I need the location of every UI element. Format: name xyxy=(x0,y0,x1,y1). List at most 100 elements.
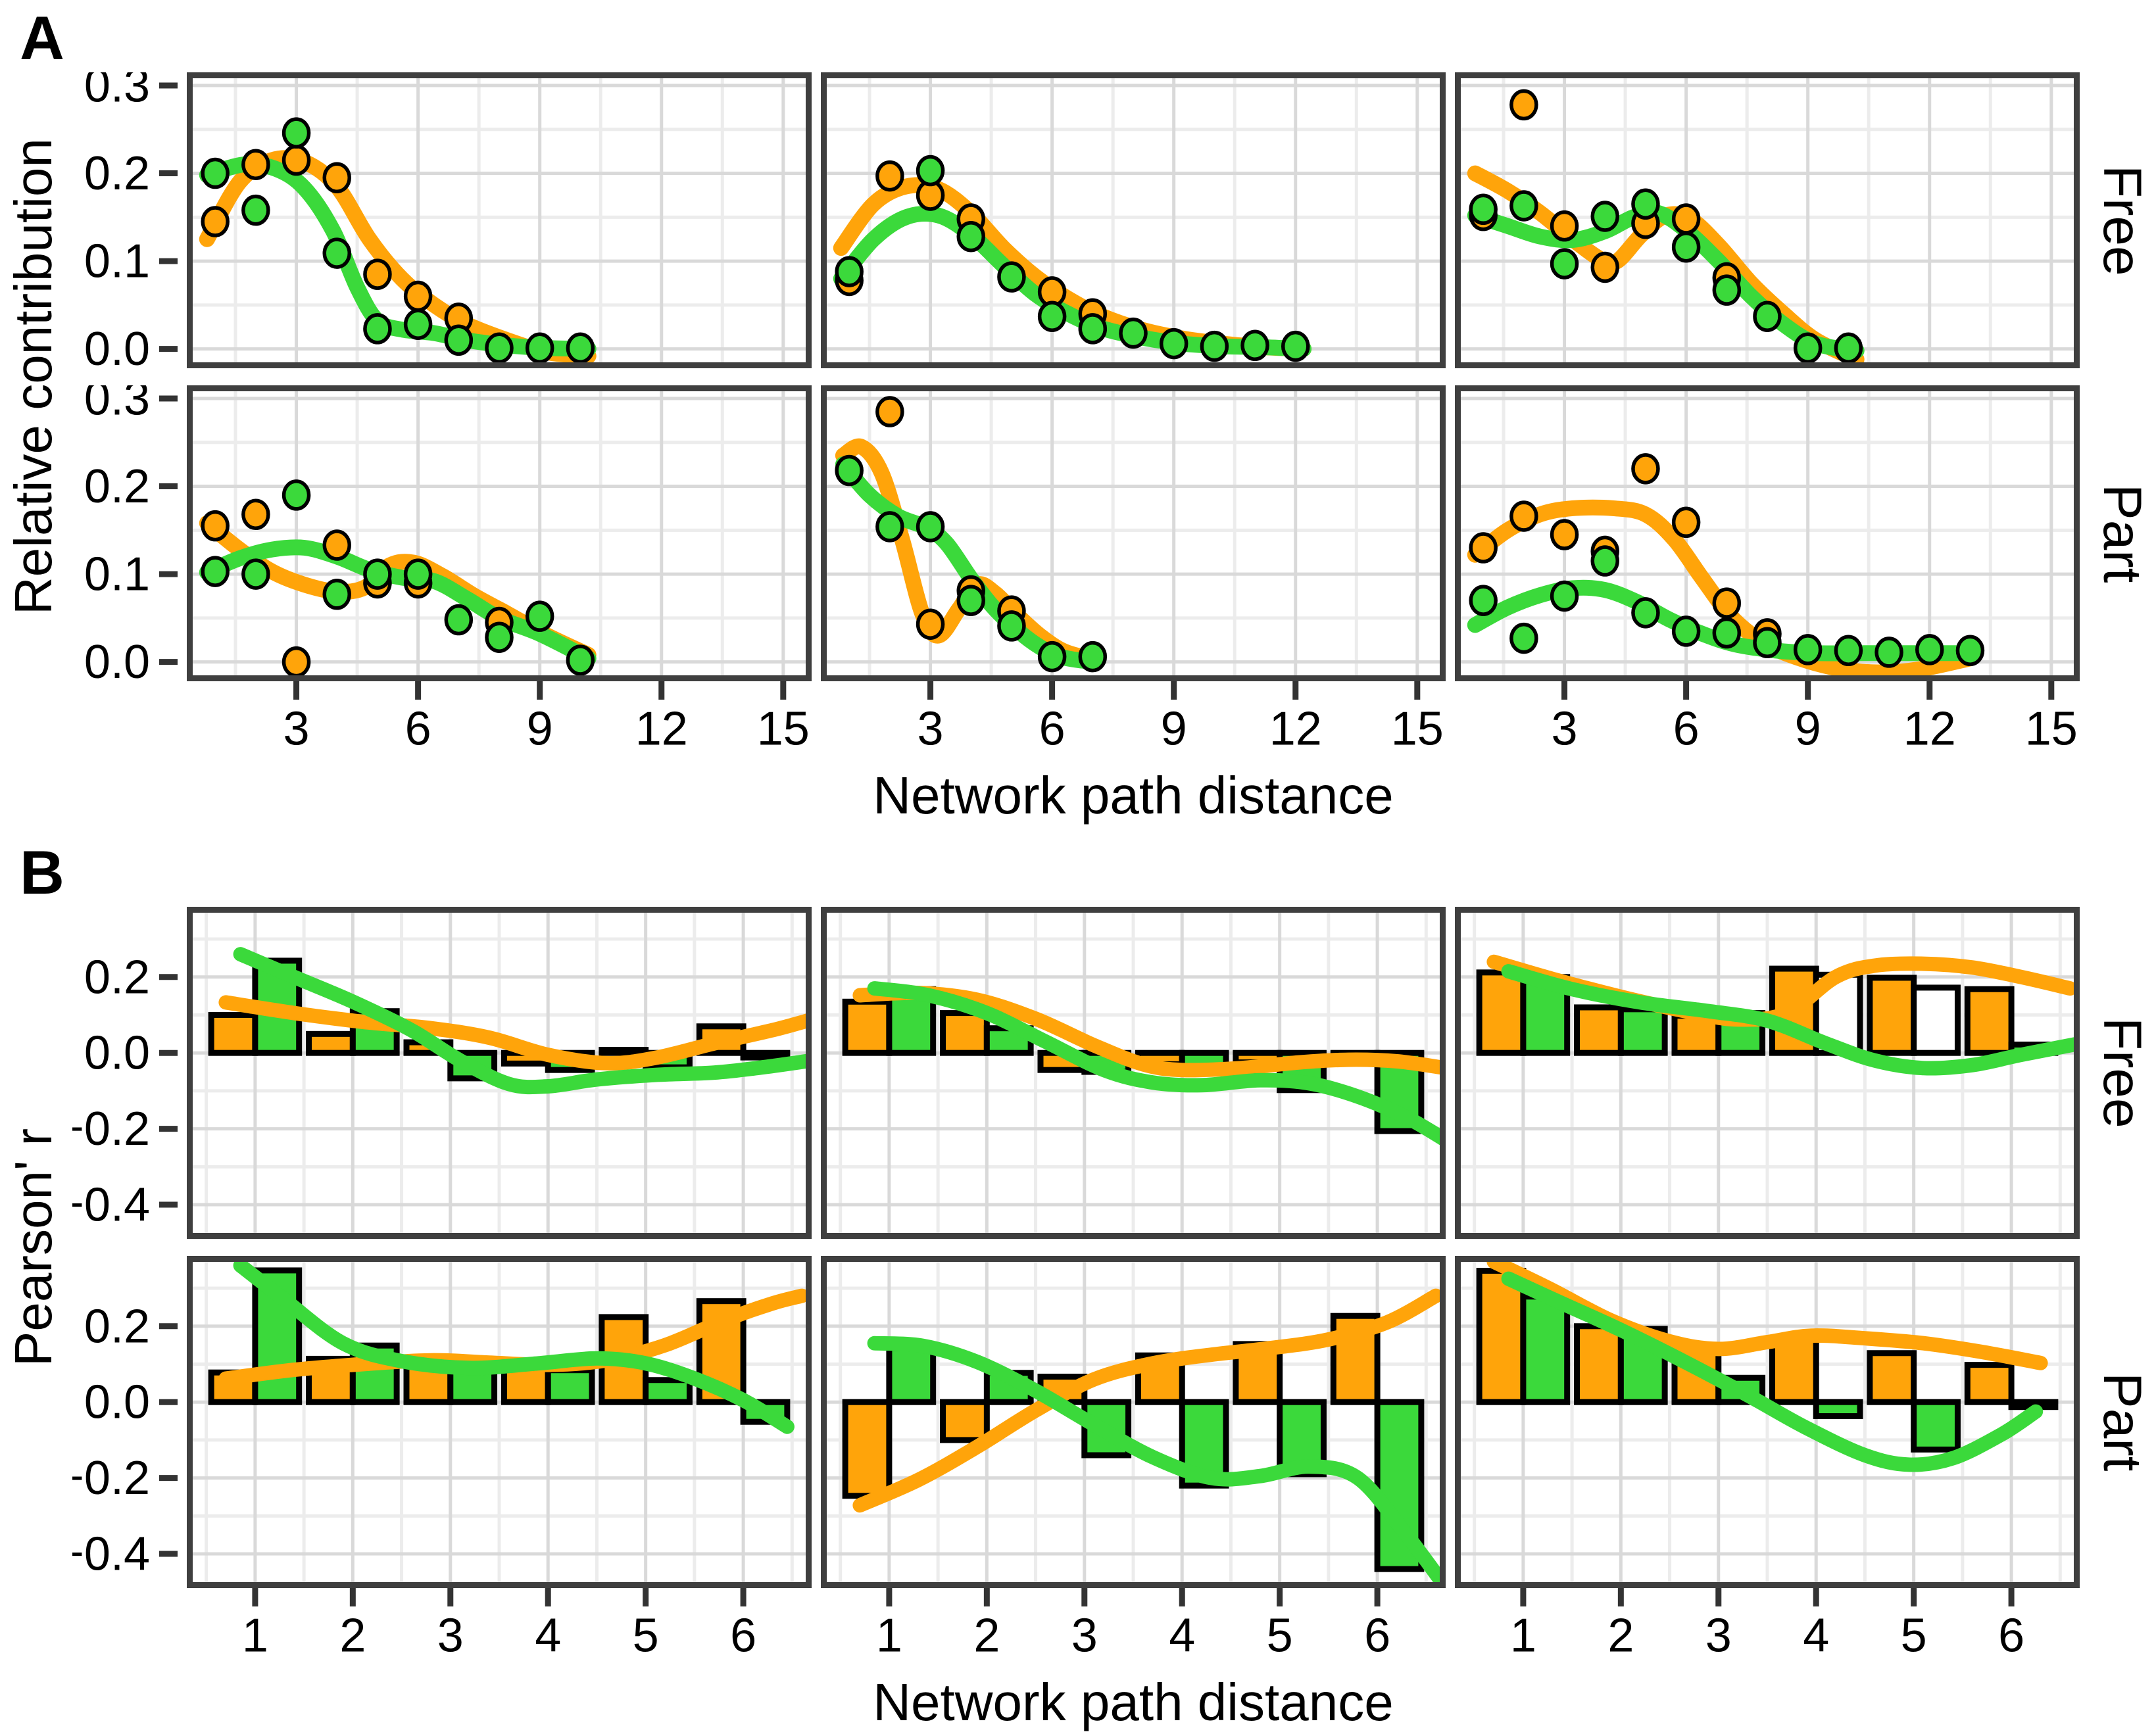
point-green xyxy=(1915,634,1944,665)
bar-green-x5 xyxy=(643,1377,693,1405)
point-green xyxy=(1509,622,1538,654)
y-tick-label: 0.2 xyxy=(84,951,150,1003)
y-axis-labels: 0.3 0.2 0.1 0.0 xyxy=(84,385,178,681)
point-green xyxy=(363,558,392,590)
b-plot-part-col2 xyxy=(821,1256,1446,1588)
green-smooth-curve xyxy=(1501,1271,2044,1472)
x-axis-labels: 3 6 9 12 15 xyxy=(1552,681,2078,755)
plot-cell xyxy=(1455,385,2080,681)
point-orange xyxy=(363,258,392,290)
point-orange xyxy=(1550,210,1579,242)
green-points xyxy=(1469,545,1985,668)
plot-cell xyxy=(821,907,1446,1239)
facet-strip-part: Part xyxy=(2092,1372,2152,1472)
green-smooth-curve xyxy=(233,947,812,1095)
bar-orange-x1 xyxy=(842,998,893,1056)
y-axis-labels: 0.2 0.0 −0.2 −0.4 xyxy=(72,951,178,1232)
green-smooth-curve xyxy=(867,981,1446,1147)
point-orange xyxy=(1631,453,1660,485)
point-green xyxy=(1671,231,1701,263)
point-green xyxy=(485,332,514,364)
panel-border xyxy=(821,385,1446,681)
point-green xyxy=(1550,248,1579,279)
bar-orange-x1 xyxy=(208,1011,258,1056)
bar-green-x6 xyxy=(740,1049,791,1061)
point-green xyxy=(1119,317,1148,349)
bar-green-x1 xyxy=(886,1345,937,1405)
y-tick-label: 0.1 xyxy=(84,548,150,601)
grid-minor xyxy=(821,72,1446,368)
bar-orange-x5 xyxy=(1867,1350,1917,1405)
b-plot-free-col3 xyxy=(1455,907,2080,1239)
panel-border xyxy=(187,907,812,1239)
point-green xyxy=(1200,330,1229,362)
y-axis-title: Pearson' r xyxy=(4,1128,62,1367)
point-orange xyxy=(916,608,945,640)
a-plot-part-col3 xyxy=(1455,385,2080,681)
orange-smooth-curve xyxy=(852,985,1446,1078)
green-smooth-curve xyxy=(1467,204,1865,359)
point-green xyxy=(1793,332,1823,364)
x-tick-label: 4 xyxy=(1803,1609,1829,1662)
point-orange xyxy=(1509,500,1538,532)
point-green xyxy=(1753,627,1782,658)
x-tick-label: 12 xyxy=(1269,702,1322,755)
x-tick-label: 9 xyxy=(1161,702,1187,755)
panel-border xyxy=(821,907,1446,1239)
grid-minor xyxy=(821,385,1446,681)
y-tick-label: 0.2 xyxy=(84,460,150,513)
bar-orange-x1 xyxy=(1476,969,1527,1056)
plot-cell xyxy=(821,385,1446,681)
point-green xyxy=(1509,190,1538,222)
bar-orange-x1 xyxy=(842,1399,893,1499)
bar-green-x4 xyxy=(1813,1399,1863,1420)
grid-major xyxy=(821,72,1446,368)
point-green xyxy=(916,155,945,187)
point-green xyxy=(1037,301,1067,332)
orange-smooth-curve xyxy=(835,438,1101,667)
facet-strip-part: Part xyxy=(2092,483,2152,583)
bar-orange-x2 xyxy=(306,1030,356,1056)
x-tick-label: 2 xyxy=(1607,1609,1634,1662)
x-tick-label: 1 xyxy=(876,1609,902,1662)
bar-green-x2 xyxy=(1617,1006,1668,1056)
x-tick-label: 4 xyxy=(1169,1609,1195,1662)
b-plot-free-col1 xyxy=(187,907,812,1239)
y-tick-label: −0.2 xyxy=(72,1452,150,1505)
point-green xyxy=(444,324,474,356)
point-green xyxy=(956,220,985,253)
b-plot-part-col1 xyxy=(187,1256,812,1588)
point-green xyxy=(1631,188,1660,220)
point-green xyxy=(956,585,985,616)
panel-border xyxy=(1455,1256,2080,1588)
y-axis-area: 0.2 0.0 −0.2 −0.4 xyxy=(72,1256,178,1588)
point-orange xyxy=(241,149,270,180)
plot-cell xyxy=(187,72,812,368)
x-axis-title: Network path distance xyxy=(873,766,1394,825)
point-green xyxy=(322,579,351,610)
point-green xyxy=(1793,634,1823,665)
bar-green-x5 xyxy=(1911,984,1961,1056)
point-orange xyxy=(201,510,230,542)
a-plot-part-col1 xyxy=(187,385,812,681)
point-green xyxy=(322,237,351,269)
grid-major xyxy=(821,385,1446,681)
x-axis-area: 3 6 9 12 15 xyxy=(187,681,812,760)
point-green xyxy=(1078,640,1108,673)
x-tick-label: 15 xyxy=(1391,702,1444,755)
point-green xyxy=(566,332,595,364)
y-axis-labels: 0.2 0.0 −0.2 −0.4 xyxy=(72,1300,178,1581)
orange-smooth-curve xyxy=(852,1288,1444,1513)
point-orange xyxy=(403,280,433,312)
x-tick-label: 3 xyxy=(918,702,944,755)
green-points xyxy=(835,454,1108,673)
orange-smooth-curve xyxy=(1467,499,1978,681)
point-green xyxy=(1631,597,1660,629)
point-green xyxy=(403,558,433,590)
point-green xyxy=(282,117,311,149)
b-plot-part-col3 xyxy=(1455,1256,2080,1588)
panel-border xyxy=(821,72,1446,368)
panel-a-label: A xyxy=(20,3,64,72)
bar-orange-x2 xyxy=(1574,1323,1624,1405)
y-tick-label: 0.2 xyxy=(84,147,150,200)
